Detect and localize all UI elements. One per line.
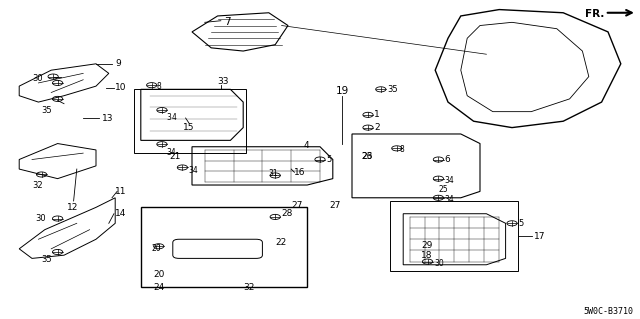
Text: 2: 2 (374, 123, 380, 132)
Text: 34: 34 (445, 195, 454, 204)
Text: 25: 25 (438, 185, 448, 194)
Text: 34: 34 (445, 176, 454, 185)
Text: 27: 27 (330, 201, 341, 210)
Text: 4: 4 (304, 141, 310, 150)
Text: 34: 34 (189, 166, 198, 175)
Text: 8: 8 (400, 145, 404, 154)
Text: 8: 8 (157, 82, 161, 91)
Text: 18: 18 (421, 251, 433, 260)
Text: 12: 12 (67, 203, 79, 212)
Text: 9: 9 (115, 59, 121, 68)
Text: 32: 32 (32, 181, 43, 189)
Text: 7: 7 (224, 17, 230, 27)
Text: 27: 27 (291, 201, 303, 210)
Text: 11: 11 (115, 187, 127, 196)
Text: 26: 26 (362, 152, 373, 161)
Text: 10: 10 (115, 83, 127, 92)
Text: 14: 14 (115, 209, 127, 218)
Text: 21: 21 (170, 152, 181, 161)
Text: 23: 23 (362, 152, 373, 161)
Text: 29: 29 (421, 241, 433, 250)
Text: 34: 34 (166, 148, 176, 157)
Text: 16: 16 (294, 168, 306, 177)
Text: 28: 28 (282, 209, 293, 218)
Text: 3: 3 (166, 113, 172, 122)
Text: 30: 30 (434, 259, 444, 268)
Text: 33: 33 (218, 77, 229, 86)
Text: 15: 15 (183, 123, 195, 132)
Text: 6: 6 (445, 155, 451, 164)
Text: 22: 22 (275, 238, 287, 247)
Text: 24: 24 (154, 283, 165, 292)
Text: 35: 35 (42, 256, 52, 264)
Text: 20: 20 (154, 270, 165, 279)
Text: 30: 30 (32, 74, 43, 83)
Text: 32: 32 (243, 283, 255, 292)
Text: 35: 35 (42, 106, 52, 115)
Text: 5: 5 (326, 155, 332, 164)
Text: 30: 30 (35, 214, 46, 223)
Text: 5: 5 (518, 219, 524, 228)
Text: 31: 31 (269, 169, 278, 178)
Text: FR.: FR. (586, 9, 605, 19)
Text: 5W0C-B3710: 5W0C-B3710 (584, 307, 634, 316)
Text: 19: 19 (336, 86, 349, 96)
Text: 17: 17 (534, 232, 546, 241)
Text: 20: 20 (152, 244, 161, 253)
Text: 35: 35 (387, 85, 398, 94)
Text: 1: 1 (374, 110, 380, 119)
Text: 4: 4 (172, 113, 177, 122)
Text: 13: 13 (102, 114, 114, 122)
